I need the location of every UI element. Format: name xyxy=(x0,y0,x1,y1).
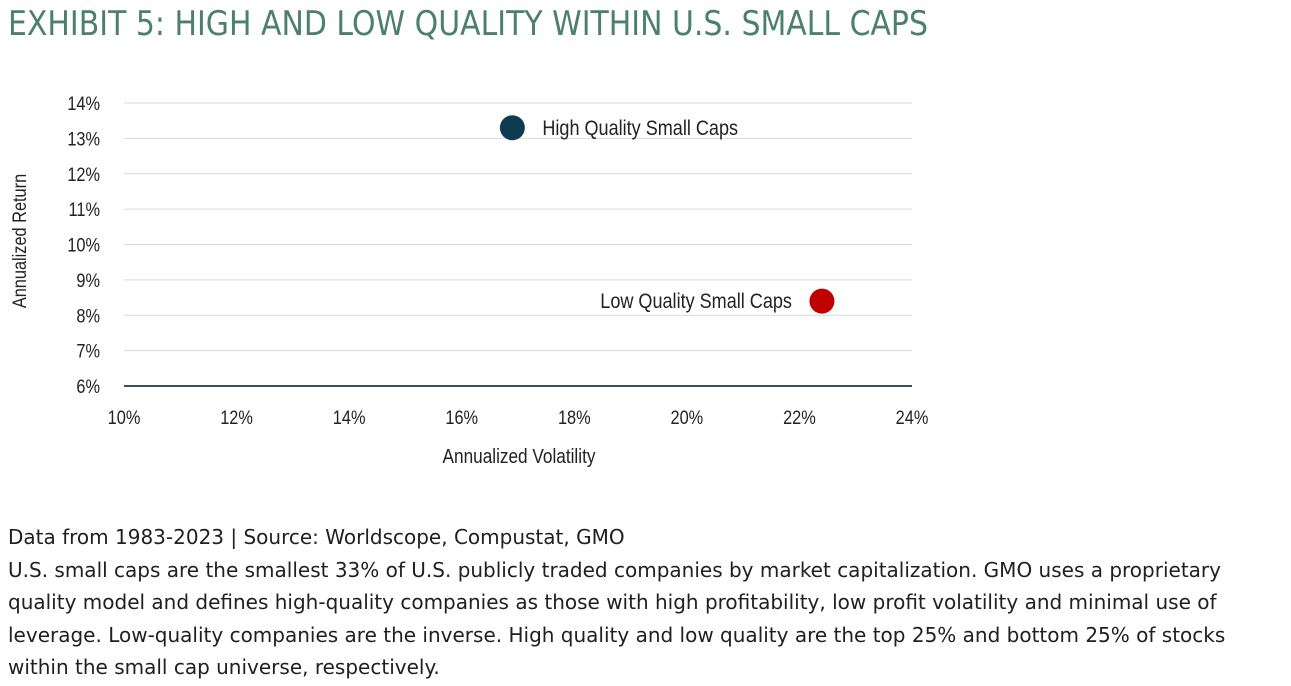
x-tick-label: 16% xyxy=(445,407,478,428)
footnotes: Data from 1983-2023 | Source: Worldscope… xyxy=(8,521,1288,684)
y-tick-label: 6% xyxy=(76,376,100,397)
y-tick-label: 12% xyxy=(67,164,100,185)
data-points: High Quality Small Caps Low Quality Small… xyxy=(499,115,835,314)
y-tick-label: 13% xyxy=(67,128,100,149)
x-tick-label: 22% xyxy=(783,407,816,428)
x-tick-label: 24% xyxy=(896,407,929,428)
description-note: U.S. small caps are the smallest 33% of … xyxy=(8,557,1226,680)
y-tick-label: 8% xyxy=(76,305,100,326)
y-tick-label: 14% xyxy=(67,93,100,114)
y-tick-label: 10% xyxy=(67,234,100,255)
y-axis-label: Annualized Return xyxy=(9,174,30,308)
data-point xyxy=(809,288,835,314)
x-tick-label: 14% xyxy=(333,407,366,428)
data-point-label: Low Quality Small Caps xyxy=(600,290,792,314)
x-tick-label: 18% xyxy=(558,407,591,428)
y-tick-label: 11% xyxy=(69,199,101,220)
y-axis-ticks: 14% 13% 12% 11% 10% 9% 8% 7% 6% xyxy=(67,93,100,397)
data-point-label: High Quality Small Caps xyxy=(542,117,738,141)
gridlines xyxy=(124,102,912,387)
x-tick-label: 10% xyxy=(108,407,141,428)
source-note: Data from 1983-2023 | Source: Worldscope… xyxy=(8,525,625,549)
y-tick-label: 9% xyxy=(76,270,100,291)
data-point xyxy=(499,115,525,141)
x-tick-label: 12% xyxy=(220,407,253,428)
y-tick-label: 7% xyxy=(76,340,100,361)
x-tick-label: 20% xyxy=(671,407,704,428)
x-axis-label: Annualized Volatility xyxy=(443,445,597,468)
scatter-chart: 14% 13% 12% 11% 10% 9% 8% 7% 6% 10% 12% 14% 16% 18% 2… xyxy=(9,93,929,468)
x-axis-ticks: 10% 12% 14% 16% 18% 20% 22% 24% xyxy=(108,407,929,428)
page-title: EXHIBIT 5: HIGH AND LOW QUALITY WITHIN U… xyxy=(8,4,928,44)
